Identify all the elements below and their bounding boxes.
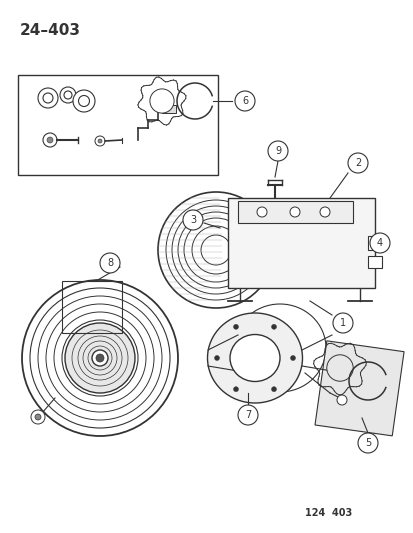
Bar [314, 341, 403, 436]
Circle shape [43, 93, 53, 103]
Circle shape [289, 207, 299, 217]
Circle shape [256, 207, 266, 217]
Circle shape [35, 414, 41, 420]
Circle shape [73, 90, 95, 112]
Text: 7: 7 [244, 410, 251, 420]
Circle shape [233, 386, 238, 392]
Circle shape [347, 153, 367, 173]
Circle shape [326, 355, 352, 381]
Circle shape [96, 354, 104, 362]
Text: 3: 3 [190, 215, 196, 225]
Text: 5: 5 [364, 438, 370, 448]
Bar [18, 75, 218, 175]
Text: 8: 8 [107, 258, 113, 268]
Bar [367, 236, 381, 250]
Circle shape [319, 207, 329, 217]
Circle shape [290, 356, 295, 360]
Circle shape [98, 139, 102, 143]
Circle shape [369, 233, 389, 253]
Circle shape [78, 95, 89, 107]
Bar [161, 105, 176, 113]
Text: 6: 6 [241, 96, 247, 106]
Text: 9: 9 [274, 146, 280, 156]
Circle shape [332, 313, 352, 333]
Circle shape [237, 405, 257, 425]
Bar [237, 201, 352, 223]
Bar [367, 256, 381, 268]
Circle shape [60, 87, 76, 103]
Circle shape [65, 323, 135, 393]
Circle shape [271, 386, 276, 392]
Circle shape [183, 210, 202, 230]
Circle shape [47, 137, 53, 143]
Text: 124  403: 124 403 [304, 508, 351, 518]
Circle shape [100, 253, 120, 273]
Circle shape [233, 324, 238, 329]
Circle shape [31, 410, 45, 424]
Circle shape [267, 141, 287, 161]
Circle shape [150, 89, 174, 113]
Circle shape [64, 91, 72, 99]
Circle shape [95, 136, 105, 146]
Circle shape [336, 395, 346, 405]
Ellipse shape [230, 335, 279, 382]
Circle shape [43, 133, 57, 147]
Circle shape [92, 350, 108, 366]
Circle shape [235, 91, 254, 111]
Text: 2: 2 [354, 158, 360, 168]
Text: 1: 1 [339, 318, 345, 328]
Ellipse shape [207, 313, 302, 403]
Text: 24–403: 24–403 [20, 23, 81, 38]
Bar [228, 198, 374, 288]
Bar [62, 281, 122, 333]
Circle shape [38, 88, 58, 108]
Circle shape [357, 433, 377, 453]
Text: 4: 4 [376, 238, 382, 248]
Circle shape [271, 324, 276, 329]
Circle shape [214, 356, 219, 360]
